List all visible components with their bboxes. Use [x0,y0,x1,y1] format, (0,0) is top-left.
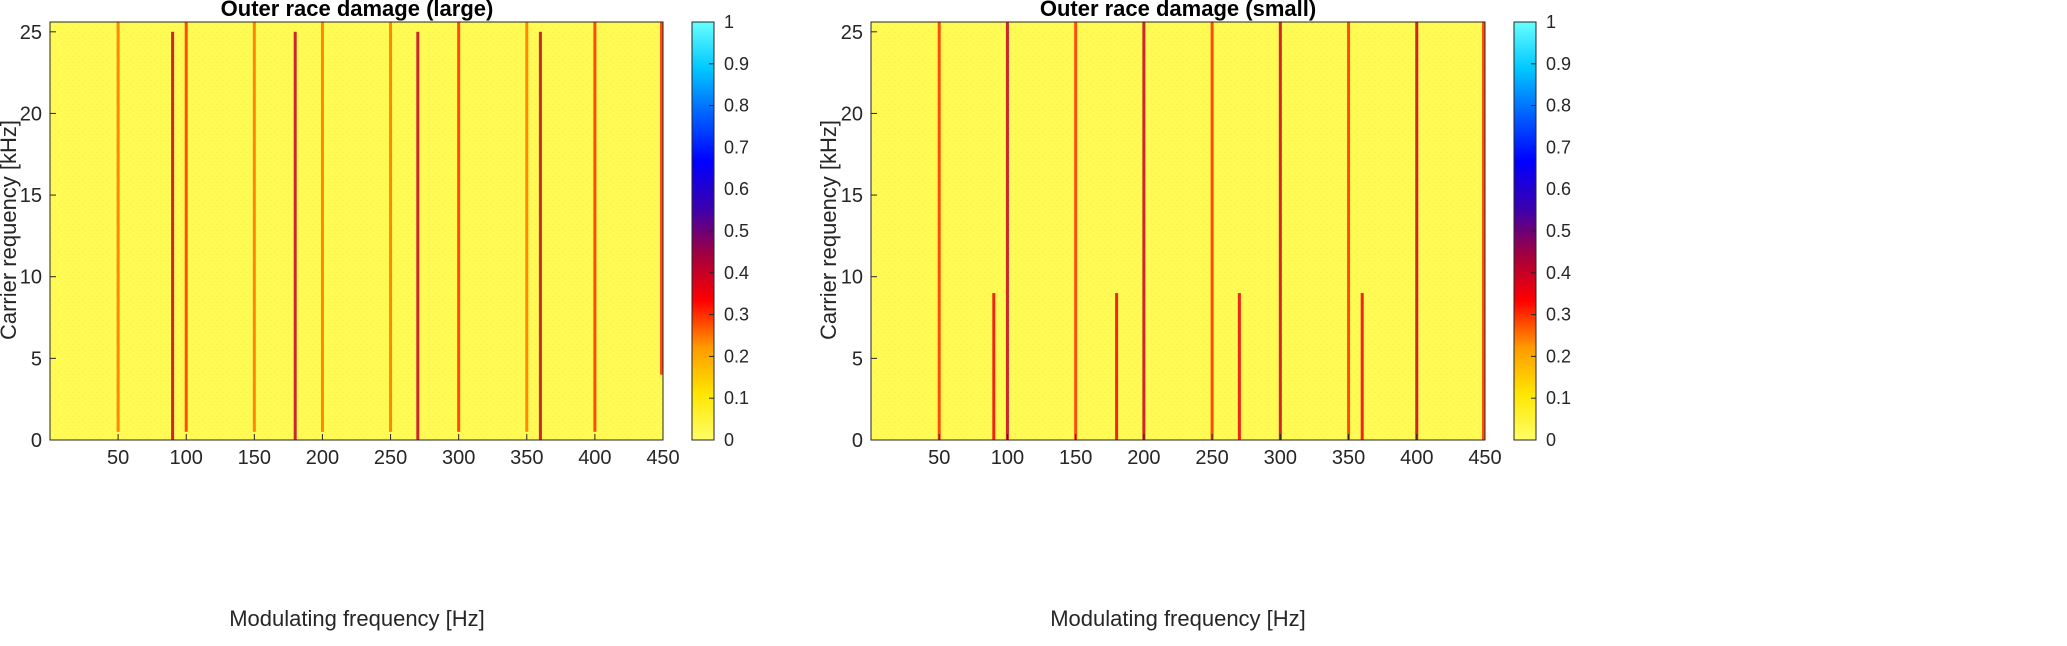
heatmap-stripe [1278,22,1282,440]
heatmap-stripe [1415,22,1419,440]
heatmap-chart-large: Outer race damage (large) 50 100 150 200 250… [0,0,749,631]
y-tick-label: 0 [852,430,863,452]
heatmap-stripe [660,22,663,375]
heatmap-stripe [1142,22,1146,440]
x-tick-label: 400 [1400,447,1433,469]
x-tick-label: 450 [646,447,679,469]
y-tick-label: 15 [20,185,42,207]
heatmap-stripe [389,22,393,432]
chart-title: Outer race damage (small) [1040,0,1316,21]
colorbar-tick-label: 0.6 [1546,179,1571,199]
heatmap-texture [871,22,1485,440]
plot-frame [870,21,1486,441]
colorbar-tick-label: 1 [1546,12,1556,32]
heatmap-stripe [992,293,996,440]
x-axis-label: Modulating frequency [Hz] [229,606,485,631]
colorbar-tick-label: 0 [724,430,734,450]
x-tick-label: 150 [238,447,271,469]
y-tick-label: 5 [852,348,863,370]
colorbar-tick-label: 0.4 [724,263,749,283]
y-axis-ticks: 0 5 10 15 20 25 [20,22,56,452]
heatmap-stripe [1074,22,1078,440]
colorbar-tick-label: 0.1 [1546,388,1571,408]
x-tick-label: 400 [578,447,611,469]
x-tick-label: 200 [1127,447,1160,469]
colorbar-tick-label: 0 [1546,430,1556,450]
heatmap-stripe [937,22,941,440]
y-axis-label: Carrier requency [kHz] [0,120,21,340]
heatmap-stripe [171,31,175,440]
colorbar-tick-label: 0.5 [724,221,749,241]
y-axis-label: Carrier requency [kHz] [816,120,841,340]
x-axis-label: Modulating frequency [Hz] [1050,606,1306,631]
y-tick-label: 5 [31,348,42,370]
colorbar-tick-label: 0.7 [724,137,749,157]
heatmap-stripe [116,22,120,432]
heatmap-stripe [1482,22,1485,440]
x-tick-label: 50 [107,447,129,469]
x-tick-label: 250 [374,447,407,469]
heatmap-stripe [320,22,324,432]
colorbar-tick-label: 0.8 [1546,96,1571,116]
y-tick-label: 25 [20,22,42,44]
x-tick-label: 250 [1195,447,1228,469]
heatmap-stripe [1347,22,1351,440]
x-tick-label: 450 [1468,447,1501,469]
x-tick-label: 150 [1059,447,1092,469]
x-tick-label: 350 [510,447,543,469]
heatmap-stripe [1360,293,1364,440]
heatmap-stripe [593,22,597,432]
plot-area [49,21,664,441]
colorbar: 0 0.1 0.2 0.3 0.4 0.5 0.6 0.7 0.8 0.9 1 [1513,12,1571,450]
heatmap-stripe [293,31,297,440]
x-tick-label: 100 [170,447,203,469]
colorbar-tick-label: 0.3 [724,305,749,325]
y-tick-label: 10 [20,267,42,289]
colorbar-tick-label: 0.9 [724,54,749,74]
colorbar-tick-label: 0.7 [1546,137,1571,157]
x-axis-ticks: 50 100 150 200 250 300 350 400 450 [107,434,680,469]
colorbar-tick-label: 0.9 [1546,54,1571,74]
y-tick-label: 15 [841,185,863,207]
heatmap-stripe [184,22,188,432]
colorbar-tick-label: 0.8 [724,96,749,116]
x-tick-label: 300 [442,447,475,469]
plot-frame [49,21,664,441]
heatmap-stripe [1005,22,1009,440]
heatmap-stripe [1210,22,1214,440]
chart-title: Outer race damage (large) [221,0,494,21]
colorbar: 0 0.1 0.2 0.3 0.4 0.5 0.6 0.7 0.8 0.9 1 [691,12,749,450]
y-tick-label: 10 [841,267,863,289]
heatmap-chart-small: Outer race damage (small) 50 100 150 200 250… [816,0,1571,631]
heatmap-texture [50,22,663,440]
x-axis-ticks: 50 100 150 200 250 300 350 400 450 [928,434,1502,469]
y-tick-label: 0 [31,430,42,452]
x-tick-label: 50 [928,447,950,469]
x-tick-label: 350 [1332,447,1365,469]
y-tick-label: 20 [20,103,42,125]
colorbar-tick-label: 0.1 [724,388,749,408]
y-tick-label: 25 [841,22,863,44]
x-tick-label: 300 [1264,447,1297,469]
y-axis-ticks: 0 5 10 15 20 25 [841,22,877,452]
x-tick-label: 100 [991,447,1024,469]
colorbar-tick-label: 0.2 [724,346,749,366]
colorbar-tick-label: 0.6 [724,179,749,199]
heatmap-stripe [416,31,420,440]
colorbar-tick-label: 0.5 [1546,221,1571,241]
plot-area [870,21,1486,441]
heatmap-stripe [525,22,529,432]
heatmap-stripe [1115,293,1119,440]
colorbar-tick-label: 0.4 [1546,263,1571,283]
heatmap-stripe [1237,293,1241,440]
heatmap-stripe [538,31,542,440]
x-tick-label: 200 [306,447,339,469]
colorbar-tick-label: 0.3 [1546,305,1571,325]
heatmap-stripe [252,22,256,432]
colorbar-tick-label: 1 [724,12,734,32]
heatmap-stripe [457,22,461,432]
y-tick-label: 20 [841,103,863,125]
colorbar-tick-label: 0.2 [1546,346,1571,366]
